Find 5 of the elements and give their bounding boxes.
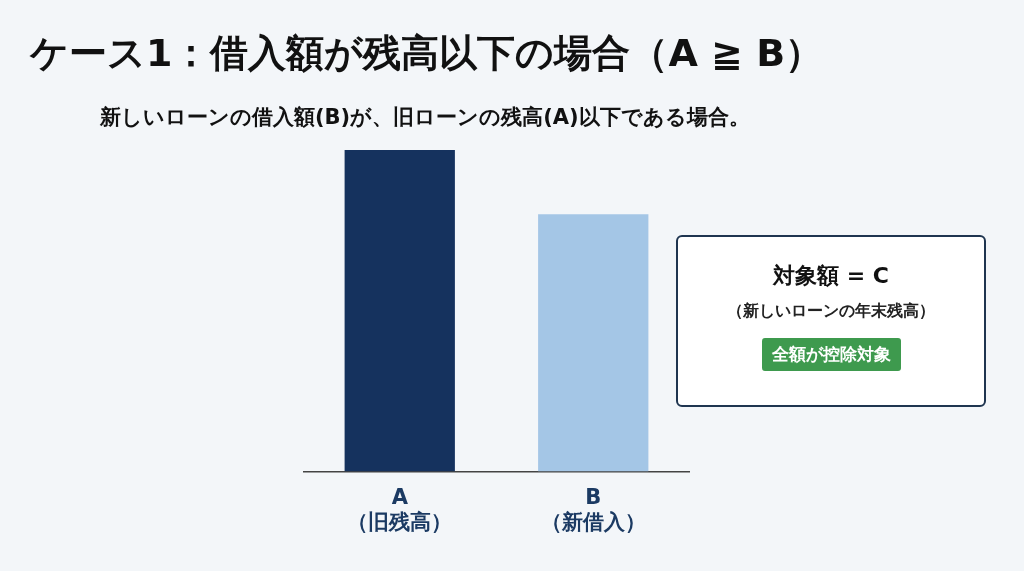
x-tick-label: A （旧残高） <box>347 484 453 534</box>
chart-subtitle: 新しいローンの借入額(B)が、旧ローンの残高(A)以下である場合。 <box>100 104 750 131</box>
x-tick-label: B （新借入） <box>540 484 646 534</box>
chart-title: ケース1：借入額が残高以下の場合（A ≧ B） <box>30 30 824 77</box>
info-card: 対象額 = C （新しいローンの年末残高） 全額が控除対象 <box>676 235 986 407</box>
